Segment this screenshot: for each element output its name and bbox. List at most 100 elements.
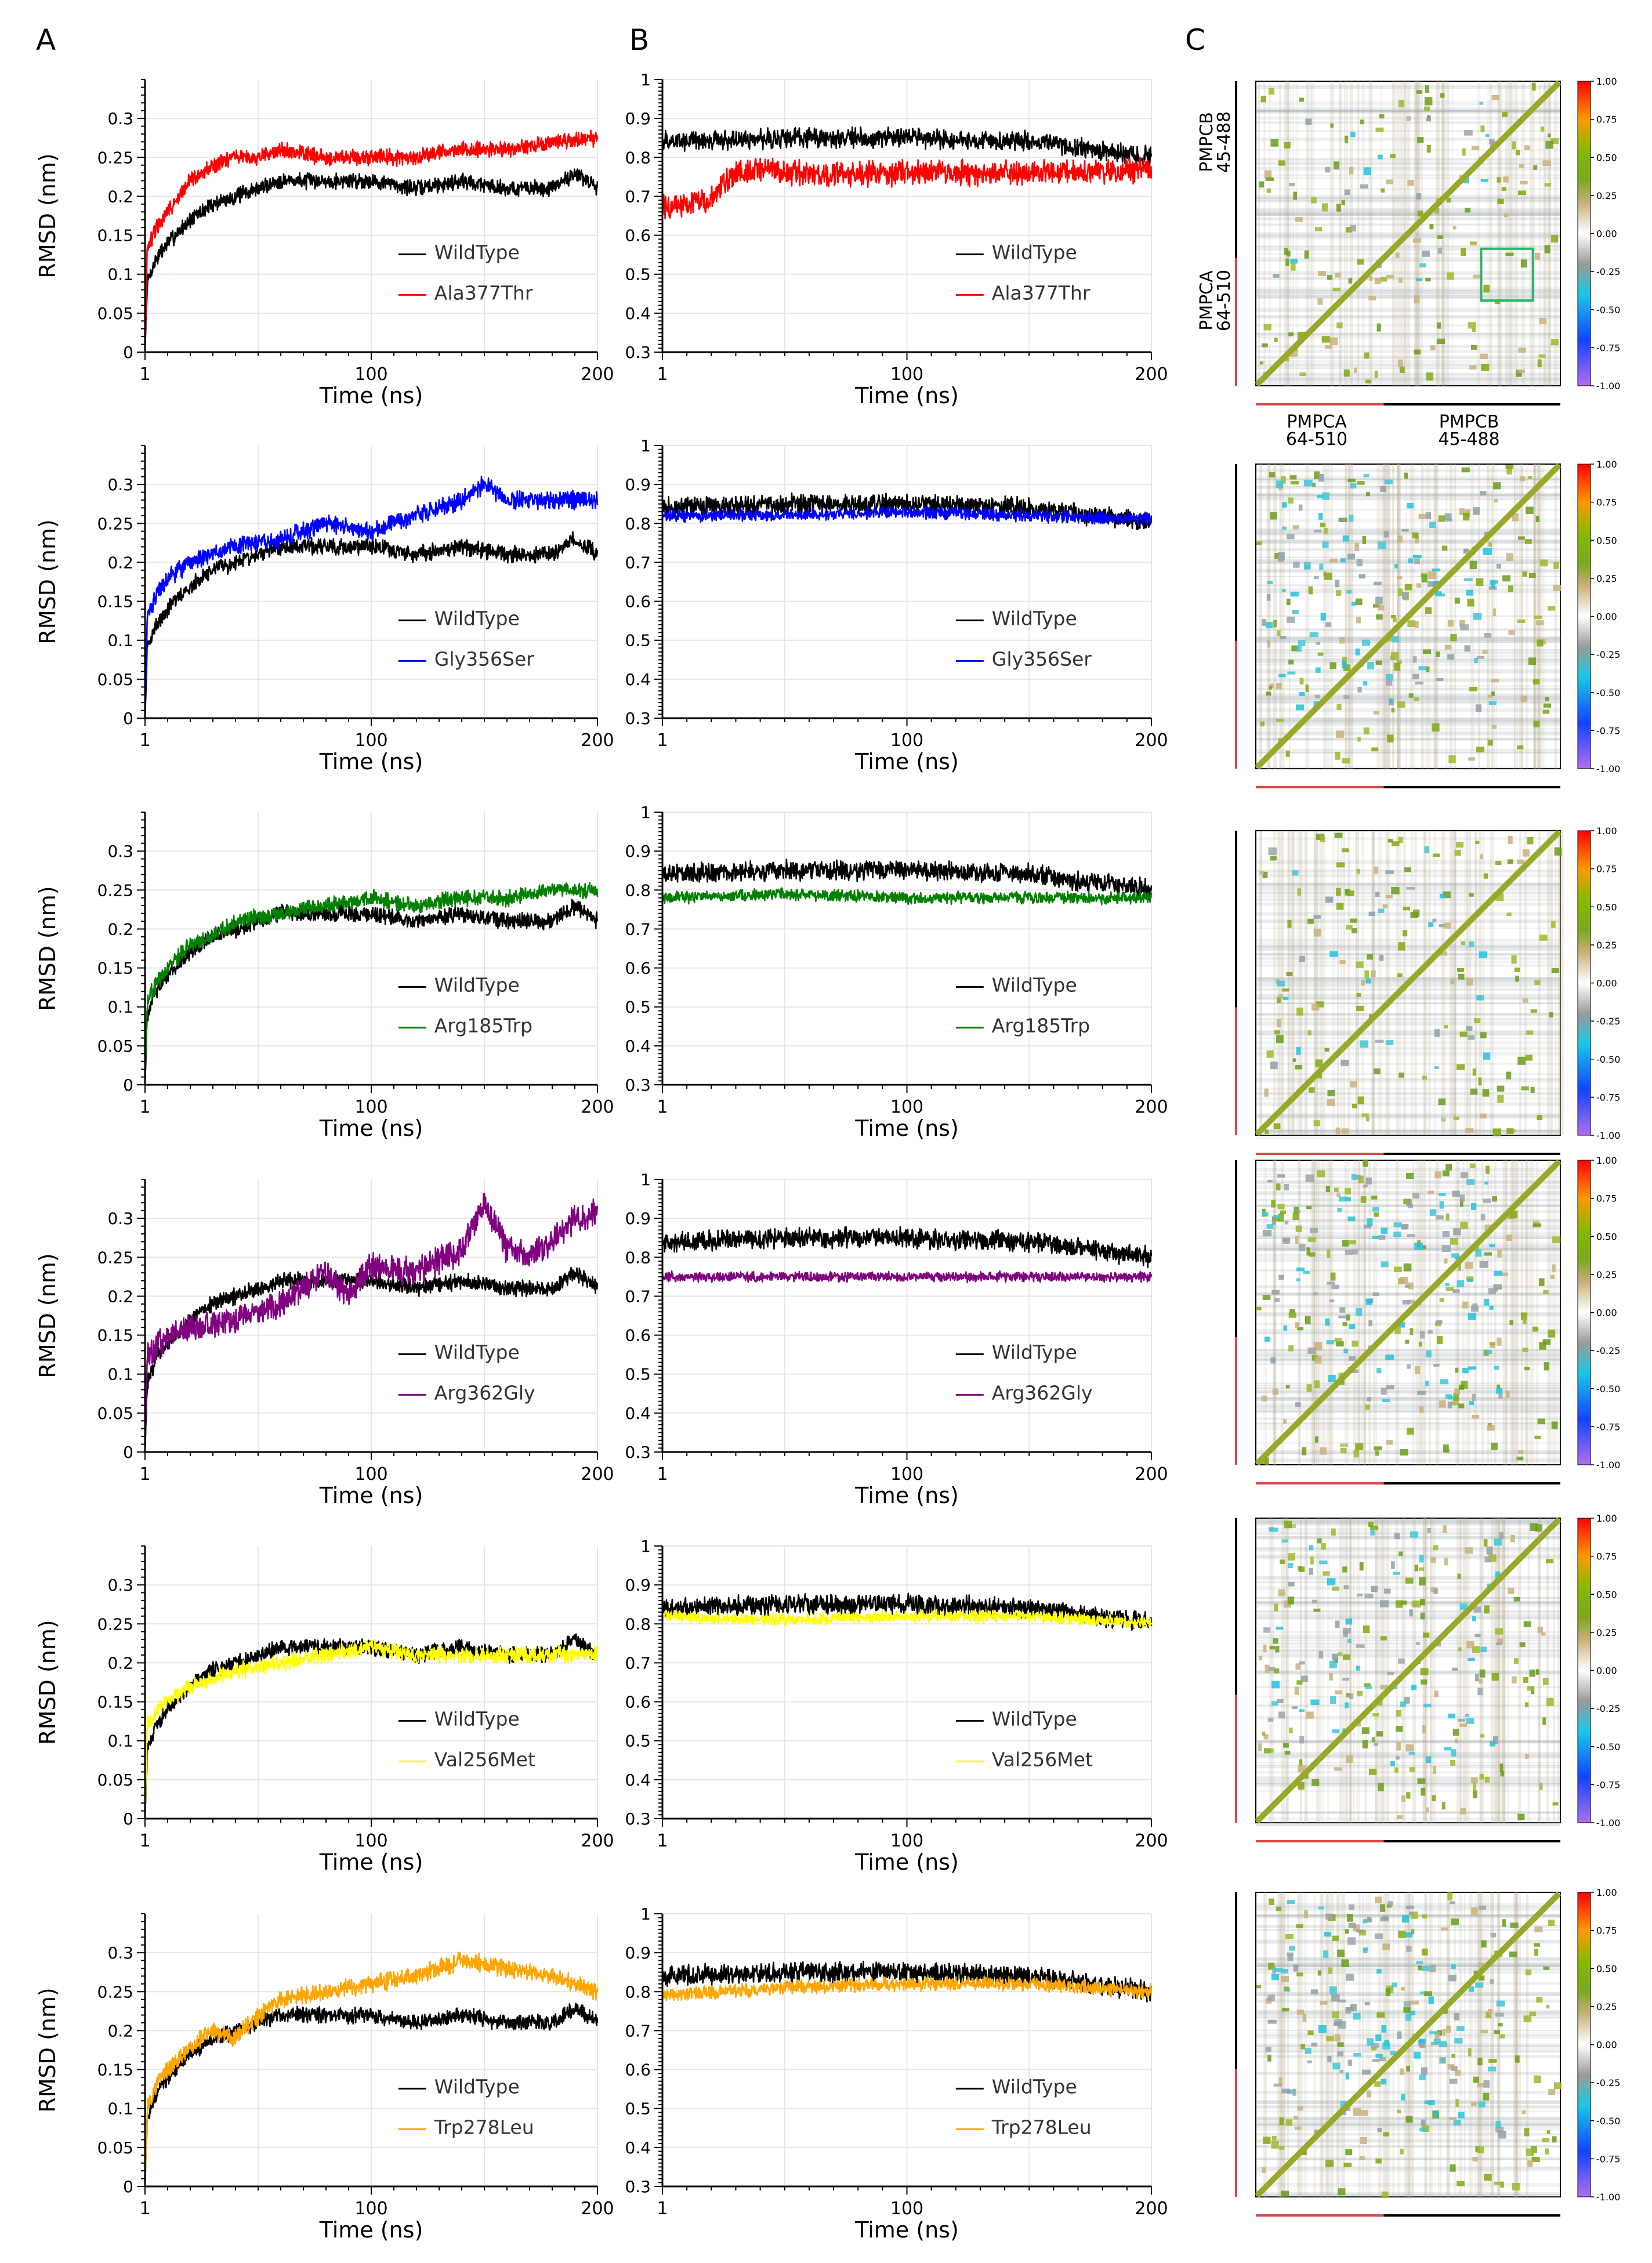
heatmap-stripe-horizontal	[1256, 481, 1560, 484]
legend-label-arg362gly: Arg362Gly	[434, 1381, 535, 1404]
heatmap-stripe-horizontal	[1256, 2167, 1560, 2171]
heatmap-stripe-horizontal	[1256, 2194, 1560, 2198]
heatmap-stripe-vertical	[1560, 464, 1562, 769]
heatmap-stripe-horizontal	[1256, 532, 1560, 535]
heatmap-cell-positive	[1471, 146, 1480, 150]
colorbar-tick-label: 0.00	[1596, 229, 1617, 240]
heatmap-cell-positive	[1320, 835, 1325, 842]
panel-letter-c: C	[1185, 23, 1205, 57]
heatmap-cell-positive	[1370, 1525, 1379, 1530]
heatmap-y-label: PMPCA64-510	[1197, 270, 1234, 331]
heatmap-cell-positive	[1550, 339, 1559, 346]
heatmap-cell-negative	[1472, 1303, 1478, 1310]
heatmap-cell-negative	[1372, 1236, 1379, 1239]
heatmap-stripe-vertical	[1326, 1892, 1331, 2197]
heatmap-cell-negative	[1379, 954, 1384, 961]
heatmap-stripe-vertical	[1396, 831, 1398, 1135]
heatmap-cell-positive	[1519, 1642, 1526, 1648]
heatmap-cell-negative	[1407, 1234, 1415, 1237]
heatmap-cell-positive	[1269, 1645, 1276, 1650]
heatmap-cell-negative	[1348, 1922, 1356, 1928]
heatmap-cell-positive	[1469, 686, 1477, 691]
series-line-trp278leu	[144, 1951, 599, 2187]
heatmap-stripe-vertical	[1292, 831, 1296, 1135]
x-tick-label: 1	[139, 1831, 150, 1851]
heatmap-cell-positive	[1527, 476, 1533, 480]
heatmap-cell-positive	[1314, 1436, 1318, 1443]
heatmap-cell-negative	[1325, 1913, 1333, 1920]
heatmap-cell-positive	[1455, 1367, 1459, 1373]
heatmap-cell-negative	[1303, 562, 1311, 570]
heatmap-cell-negative	[1378, 154, 1383, 160]
heatmap-stripe-vertical	[1435, 1160, 1438, 1465]
heatmap-stripe-horizontal	[1256, 1971, 1560, 1974]
y-tick-label: 0.05	[97, 1770, 133, 1790]
heatmap-cell-negative	[1269, 1667, 1276, 1671]
heatmap-cell-positive	[1264, 170, 1272, 178]
heatmap-cell-positive	[1446, 1287, 1454, 1291]
heatmap-cell-positive	[1358, 1930, 1367, 1936]
heatmap-stripe-horizontal	[1256, 476, 1560, 480]
heatmap-cell-positive	[1458, 1647, 1462, 1652]
heatmap-cell-negative	[1426, 118, 1431, 122]
x-tick-label: 200	[1135, 364, 1168, 385]
heatmap-stripe-horizontal	[1256, 1248, 1560, 1251]
heatmap-cell-negative	[1343, 1348, 1348, 1353]
heatmap-stripe-vertical	[1272, 464, 1274, 769]
y-tick-label: 0.8	[625, 1248, 651, 1267]
heatmap-stripe-horizontal	[1256, 212, 1560, 216]
heatmap-stripe-horizontal	[1256, 650, 1560, 654]
series-line-wildtype	[144, 531, 599, 719]
heatmap-cell-negative	[1365, 1298, 1372, 1305]
heatmap-cell-positive	[1446, 1213, 1450, 1221]
heatmap-stripe-vertical	[1372, 831, 1375, 1135]
heatmap-stripe-horizontal	[1256, 731, 1560, 736]
heatmap-cell-negative	[1375, 1933, 1383, 1939]
heatmap-stripe-vertical	[1487, 81, 1491, 386]
heatmap-cell-negative	[1278, 1274, 1284, 1280]
heatmap-cell-positive	[1495, 1628, 1504, 1635]
heatmap-cell-negative	[1409, 1609, 1413, 1617]
heatmap-cell-positive	[1397, 701, 1405, 708]
heatmap-stripe-vertical	[1498, 1892, 1501, 2197]
heatmap-cell-positive	[1519, 180, 1528, 184]
x-tick-label: 100	[890, 2199, 923, 2219]
heatmap-cell-negative	[1333, 2022, 1342, 2026]
heatmap-stripe-horizontal	[1256, 158, 1560, 162]
heatmap-cell-positive	[1285, 2119, 1292, 2126]
heatmap-stripe-horizontal	[1256, 837, 1560, 840]
heatmap-diagonal	[1255, 830, 1562, 1136]
heatmap-cell-negative	[1453, 1228, 1461, 1236]
heatmap-cell-positive	[1470, 2102, 1477, 2106]
x-tick-label: 1	[657, 1097, 668, 1117]
heatmap-cell-negative	[1485, 1350, 1492, 1354]
heatmap-cell-positive	[1407, 620, 1416, 627]
heatmap-cell-positive	[1526, 2148, 1534, 2156]
heatmap-cell-positive	[1425, 277, 1431, 282]
heatmap-stripe-horizontal	[1256, 315, 1560, 319]
heatmap-stripe-horizontal	[1256, 694, 1560, 696]
heatmap-cell-negative	[1309, 1567, 1313, 1575]
heatmap-cell-positive	[1380, 1636, 1387, 1641]
heatmap-cell-positive	[1290, 481, 1299, 485]
heatmap-cell-positive	[1299, 678, 1304, 685]
heatmap-stripe-horizontal	[1256, 1616, 1560, 1618]
heatmap-stripe-horizontal	[1256, 882, 1560, 885]
heatmap-stripe-vertical	[1306, 1160, 1307, 1465]
heatmap-cell-positive	[1428, 1190, 1434, 1194]
heatmap-cell-negative	[1410, 2011, 1415, 2015]
heatmap-stripe-vertical	[1538, 1518, 1541, 1823]
heatmap-stripe-horizontal	[1256, 1639, 1560, 1641]
heatmap-stripe-vertical	[1292, 831, 1295, 1135]
heatmap-cell-negative	[1343, 695, 1350, 699]
heatmap-cell-positive	[1512, 513, 1519, 522]
heatmap-y-label-line: 64-510	[1214, 270, 1234, 331]
heatmap-cell-negative	[1419, 1555, 1424, 1563]
heatmap-stripe-vertical	[1286, 1518, 1288, 1823]
heatmap-stripe-horizontal	[1256, 1328, 1560, 1333]
heatmap-cell-positive	[1274, 1603, 1278, 1612]
heatmap-cell-negative	[1283, 1238, 1290, 1244]
heatmap-cell-positive	[1483, 873, 1488, 879]
heatmap-cell-positive	[1299, 372, 1306, 376]
